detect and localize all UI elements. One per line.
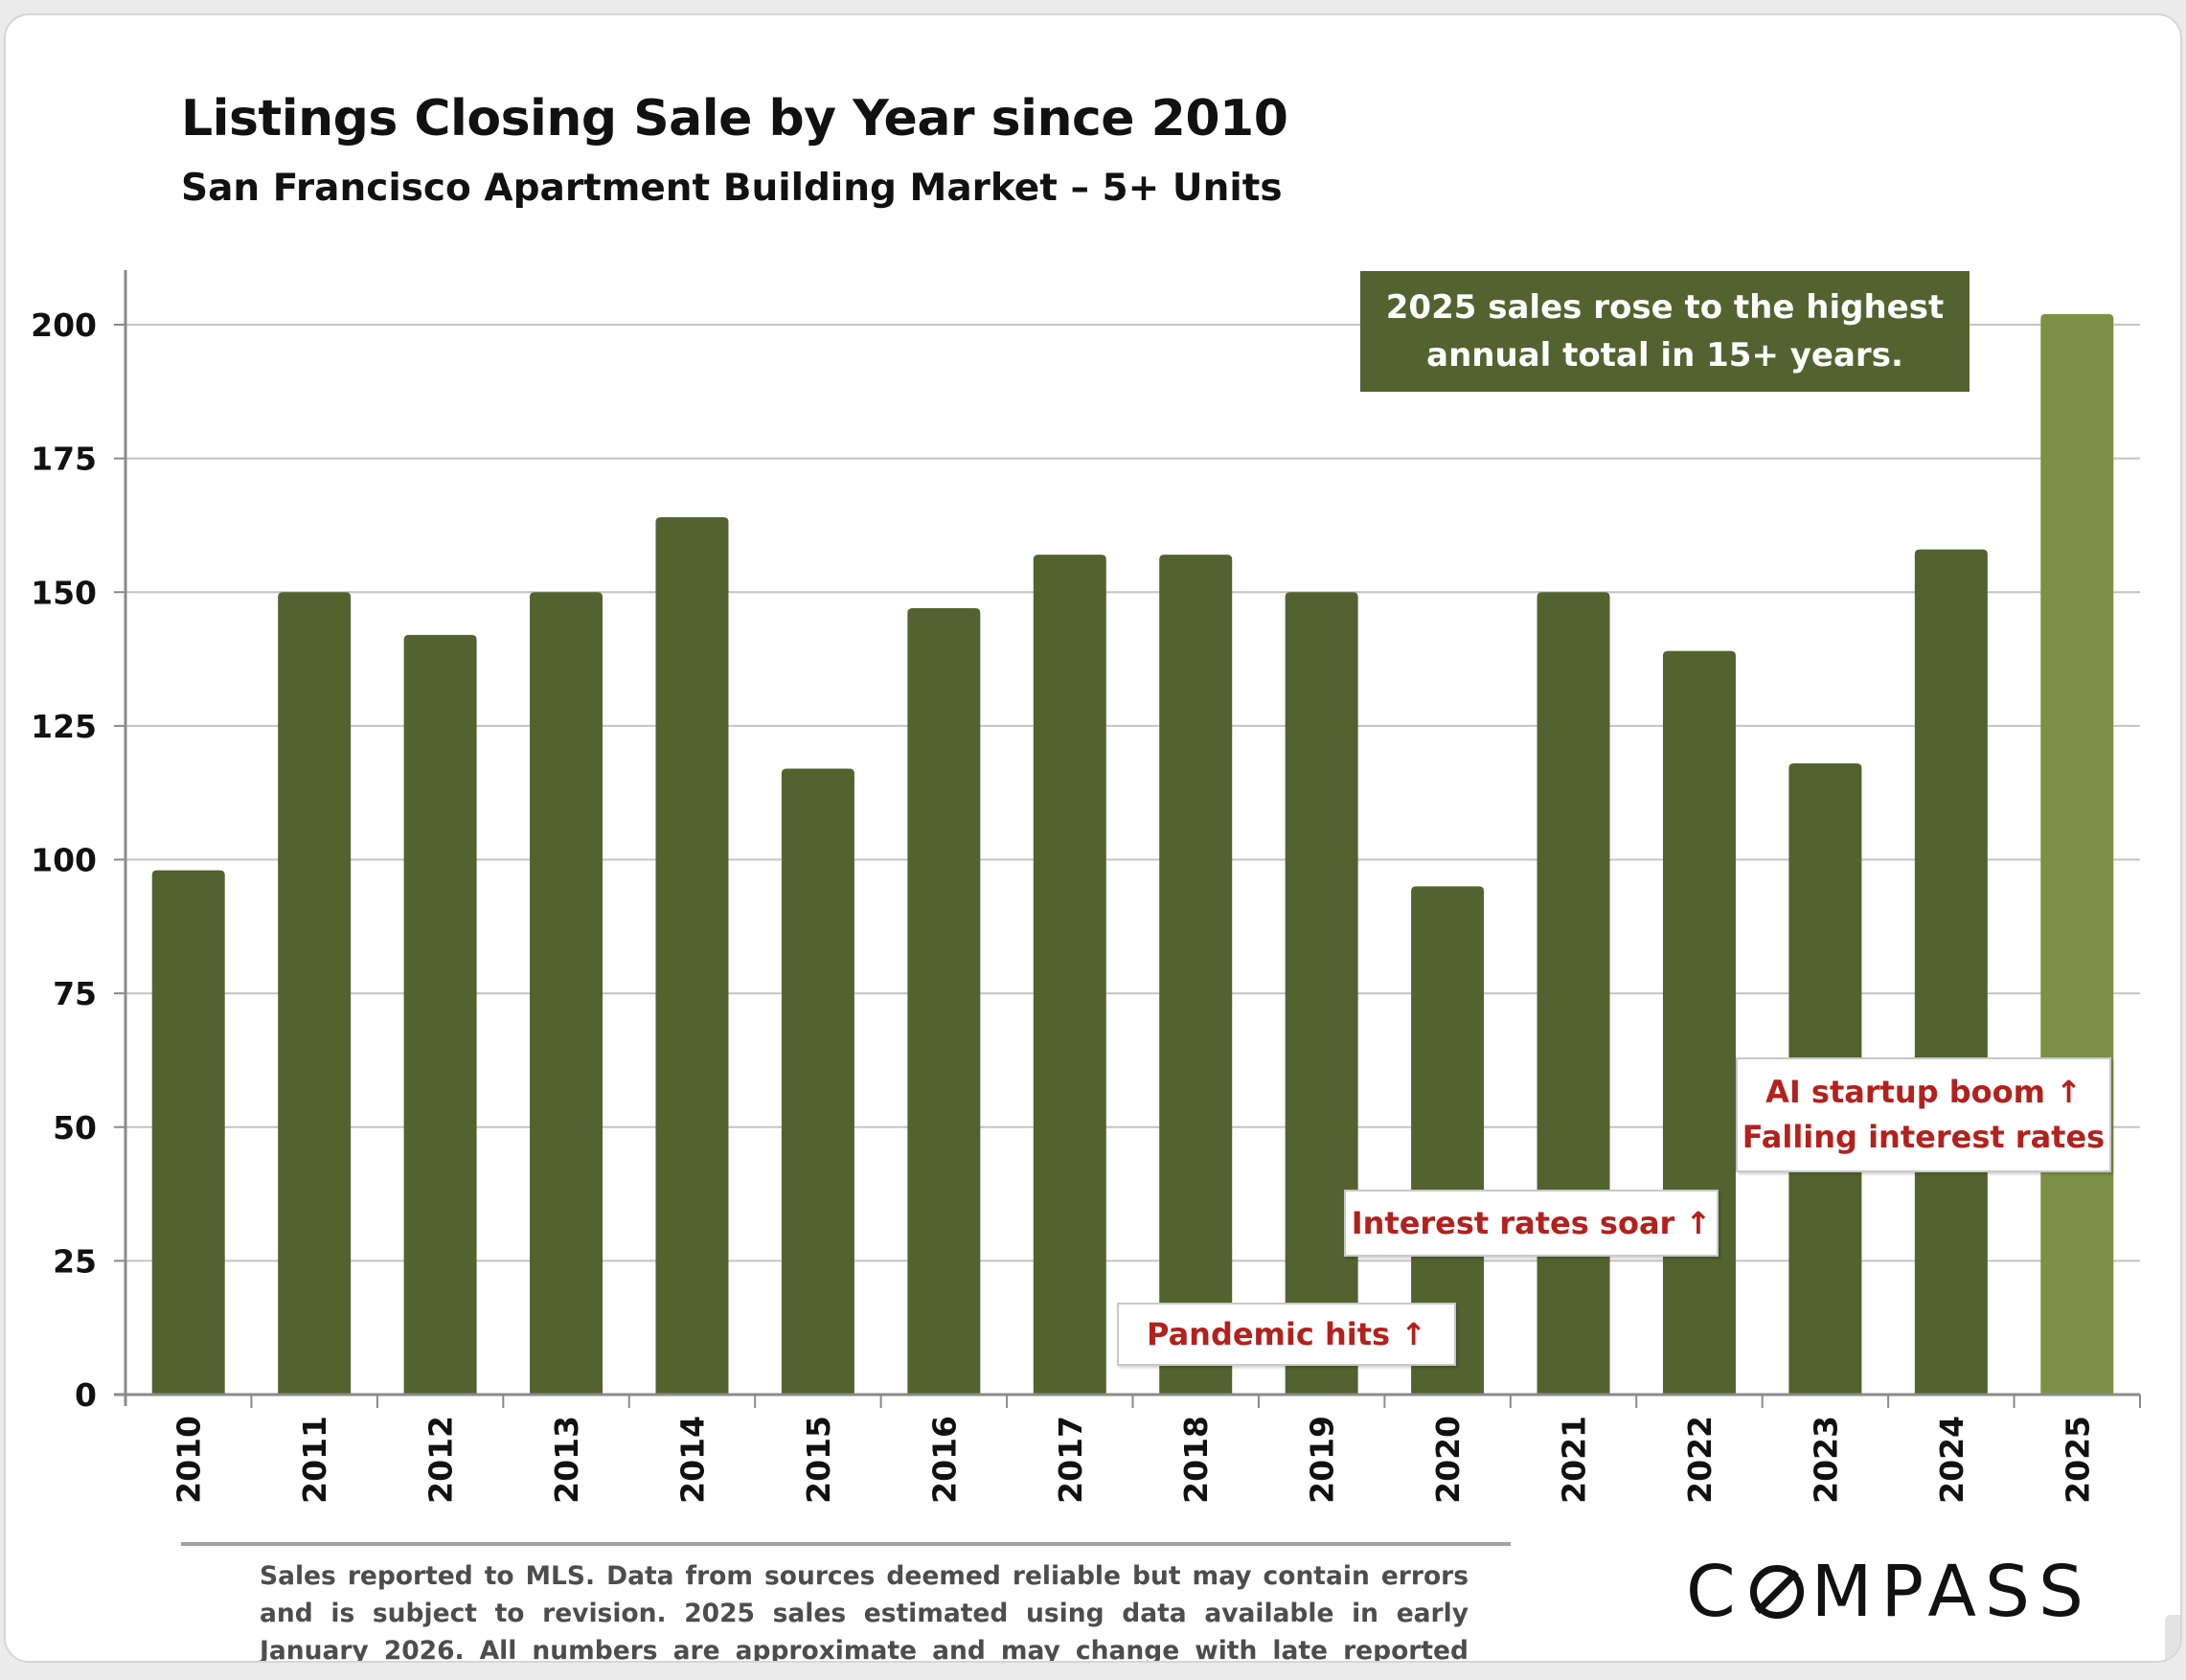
x-tick-label-2013: 2013 xyxy=(548,1416,585,1504)
x-tick-label-2018: 2018 xyxy=(1177,1416,1215,1504)
annotation-interest-rates: Interest rates soar ↑ xyxy=(1344,1190,1719,1257)
annotation-pandemic-text: Pandemic hits ↑ xyxy=(1146,1316,1427,1352)
x-tick-label-2015: 2015 xyxy=(800,1416,837,1504)
annotation-interest-rates-text: Interest rates soar ↑ xyxy=(1351,1205,1712,1241)
y-tick-label: 75 xyxy=(53,975,97,1012)
bar-2011 xyxy=(278,592,352,1395)
y-tick-label: 125 xyxy=(31,708,97,745)
axes xyxy=(114,270,2141,1408)
x-tick-label-2012: 2012 xyxy=(422,1416,460,1504)
bar-2013 xyxy=(530,592,603,1395)
annotation-ai-line-2: Falling interest rates xyxy=(1742,1119,2106,1155)
y-tick-label: 200 xyxy=(31,306,97,344)
bar-2020 xyxy=(1411,886,1485,1395)
annotation-ai-line-1: AI startup boom ↑ xyxy=(1765,1074,2082,1110)
x-tick-label-2011: 2011 xyxy=(296,1416,333,1504)
bar-2019 xyxy=(1285,592,1358,1395)
x-tick-label-2014: 2014 xyxy=(673,1416,711,1504)
bar-2016 xyxy=(907,608,981,1395)
annotation-ai-boom: AI startup boom ↑ Falling interest rates xyxy=(1736,1057,2111,1172)
compass-o-icon xyxy=(1749,1565,1804,1619)
x-tick-label-2017: 2017 xyxy=(1052,1416,1089,1504)
bar-2017 xyxy=(1033,555,1106,1395)
x-tick-label-2021: 2021 xyxy=(1556,1416,1593,1504)
highlight-callout: 2025 sales rose to the highest annual to… xyxy=(1360,271,1970,392)
bar-2025 xyxy=(2040,313,2114,1396)
compass-logo: C MPASS xyxy=(1686,1551,2092,1633)
callout-line-2: annual total in 15+ years. xyxy=(1426,336,1903,375)
footnote: Sales reported to MLS. Data from sources… xyxy=(260,1561,1469,1663)
bar-2012 xyxy=(403,634,477,1395)
y-tick-label: 150 xyxy=(31,574,97,611)
bar-2021 xyxy=(1537,592,1610,1395)
bar-chart: 0 25 50 75 100 125 150 175 200 2010 2011 2012 2013 20… xyxy=(31,270,2141,1504)
x-tick-label-2016: 2016 xyxy=(925,1416,963,1504)
x-tick-label-2024: 2024 xyxy=(1933,1416,1970,1504)
y-tick-label: 25 xyxy=(53,1242,97,1280)
x-tick-label-2025: 2025 xyxy=(2059,1416,2096,1504)
bar-2015 xyxy=(781,768,854,1395)
bar-2014 xyxy=(655,517,729,1395)
callout-line-1: 2025 sales rose to the highest xyxy=(1385,288,1945,327)
annotation-pandemic: Pandemic hits ↑ xyxy=(1117,1303,1456,1366)
bar-2024 xyxy=(1914,549,1988,1395)
tick-labels: 0 25 50 75 100 125 150 175 200 2010 2011 2012 2013 20… xyxy=(31,306,2096,1504)
x-tick-label-2019: 2019 xyxy=(1304,1416,1341,1504)
chart-slide: Listings Closing Sale by Year since 2010… xyxy=(4,13,2182,1663)
chart-subtitle: San Francisco Apartment Building Market … xyxy=(181,167,1283,210)
y-tick-label: 50 xyxy=(53,1109,97,1146)
y-tick-label: 175 xyxy=(31,441,97,478)
chart-title: Listings Closing Sale by Year since 2010 xyxy=(181,90,1288,148)
bar-2022 xyxy=(1662,650,1736,1395)
logo-prefix: C xyxy=(1686,1551,1744,1633)
bars xyxy=(151,313,2114,1396)
footer-divider xyxy=(181,1542,1511,1546)
bar-2010 xyxy=(151,870,225,1395)
x-tick-label-2022: 2022 xyxy=(1681,1416,1719,1504)
bar-2018 xyxy=(1159,555,1233,1395)
x-tick-label-2023: 2023 xyxy=(1807,1416,1844,1504)
x-tick-label-2020: 2020 xyxy=(1429,1416,1467,1504)
logo-suffix: MPASS xyxy=(1810,1551,2092,1633)
y-tick-label: 0 xyxy=(75,1376,97,1414)
scroll-handle[interactable] xyxy=(2165,1615,2180,1661)
y-tick-label: 100 xyxy=(31,842,97,879)
x-tick-label-2010: 2010 xyxy=(171,1416,208,1504)
